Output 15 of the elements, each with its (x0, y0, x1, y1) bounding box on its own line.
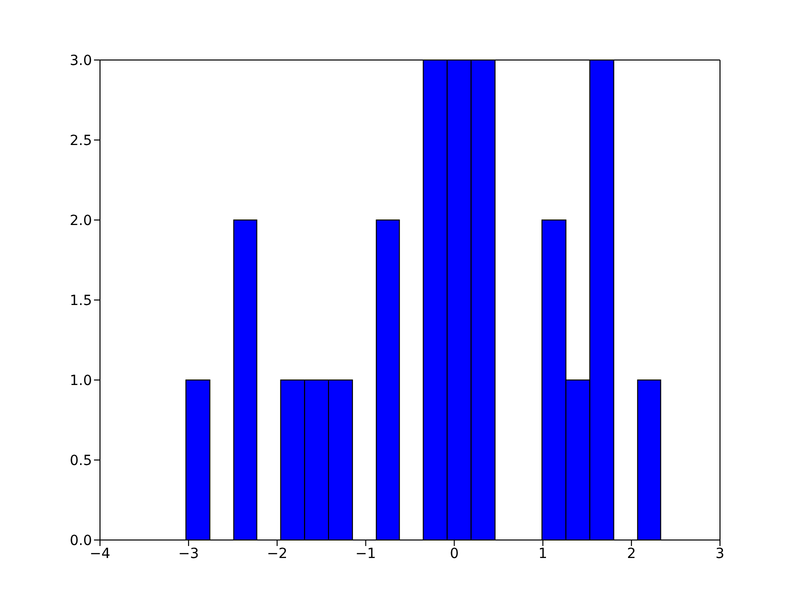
x-tick-label: 2 (626, 546, 636, 562)
y-tick-label: 1.5 (70, 292, 92, 309)
y-tick-label: 0.0 (70, 532, 92, 549)
x-tick-label: 3 (716, 546, 724, 562)
x-tick-label: −3 (178, 546, 199, 562)
y-tick-label: 2.0 (70, 212, 92, 229)
y-tick-label: 2.5 (70, 132, 92, 149)
x-tick-label: −2 (266, 546, 288, 562)
x-tick-label: −1 (355, 546, 376, 562)
y-tick-label: 3.0 (70, 52, 92, 69)
y-tick-label: 1.0 (70, 372, 92, 389)
x-tick-label: 1 (538, 546, 548, 562)
y-tick-label: 0.5 (70, 452, 92, 469)
x-tick-label: 0 (450, 546, 459, 562)
x-tick-label: −4 (90, 546, 110, 562)
